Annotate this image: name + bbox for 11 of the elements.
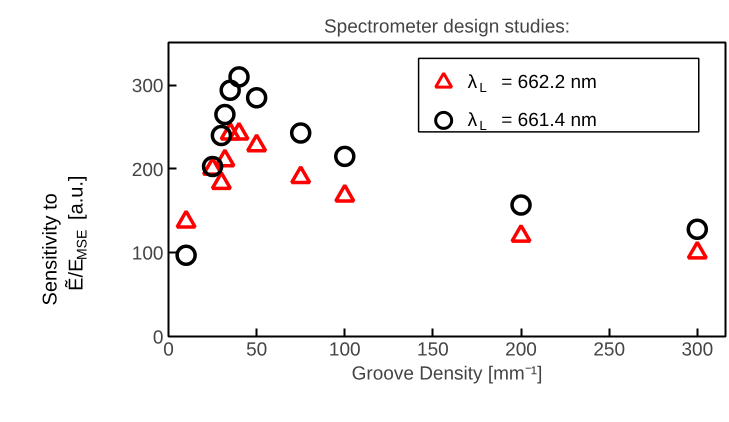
y-tick-label: 300 (132, 76, 164, 98)
x-tick-label: 300 (681, 340, 714, 360)
x-tick-label: 150 (417, 340, 449, 360)
y-tick-label: 100 (132, 244, 164, 265)
x-tick-label: 200 (505, 340, 537, 360)
y-tick-label: 200 (132, 160, 164, 181)
x-tick-label: 250 (593, 340, 626, 360)
x-tick-label: 100 (328, 340, 361, 360)
chart-title: Spectrometer design studies: (324, 16, 570, 38)
x-tick-label: 50 (246, 340, 268, 360)
x-axis-title: Groove Density [mm⁻¹] (352, 364, 542, 384)
